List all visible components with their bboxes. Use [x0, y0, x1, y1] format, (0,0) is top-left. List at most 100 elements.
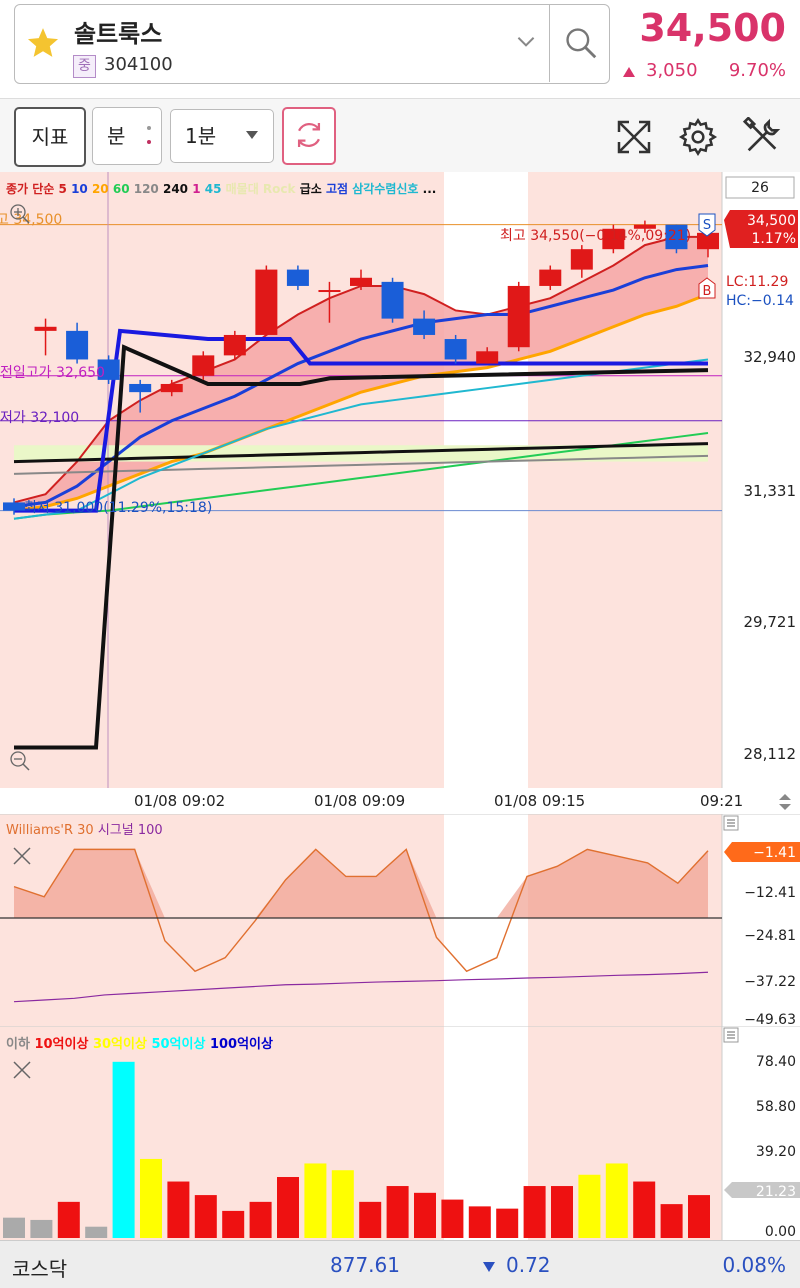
- interval-value: 1분: [185, 124, 217, 148]
- candle-body: [66, 330, 89, 360]
- legend-item: 50억이상: [151, 1036, 210, 1052]
- volume-bar: [605, 1163, 628, 1238]
- y-tick: 32,940: [744, 348, 797, 366]
- y-tick: 21.23: [756, 1184, 796, 1200]
- volume-bar: [277, 1177, 299, 1238]
- time-label: 01/08 09:15: [494, 792, 586, 810]
- time-axis: [0, 788, 800, 814]
- williams-r-legend: Williams'R 30 시그널 100: [6, 823, 163, 838]
- candle-body: [255, 269, 278, 335]
- more-dots-icon: [147, 126, 151, 146]
- candle-body: [539, 269, 562, 286]
- candle-body: [34, 326, 57, 331]
- zoom-out-icon[interactable]: [10, 751, 30, 771]
- up-triangle-icon: [623, 67, 635, 77]
- volume-panel[interactable]: 이하 10억이상 30억이상 50억이상 100억이상 78.40 58.80 …: [0, 1026, 800, 1240]
- williams-r-current-tag: [724, 842, 800, 862]
- legend-item: 10억이상: [34, 1036, 93, 1052]
- expand-icon[interactable]: [614, 117, 654, 157]
- favorite-star-icon[interactable]: [26, 26, 60, 60]
- y-tick: 39.20: [756, 1144, 796, 1160]
- index-name: 코스닥: [12, 1257, 68, 1281]
- legend-item: 30억이상: [93, 1036, 152, 1052]
- candle-body: [507, 285, 530, 348]
- interval-select[interactable]: 1분: [170, 109, 274, 163]
- min-label: 최저 31,000(11.29%,15:18): [24, 500, 212, 516]
- candle-body: [665, 224, 688, 250]
- price-change-percent: 9.70%: [728, 60, 786, 81]
- volume-legend: 이하 10억이상 30억이상 50억이상 100억이상: [6, 1036, 273, 1052]
- volume-bar: [441, 1199, 464, 1238]
- candle-body: [223, 334, 246, 356]
- volume-bar: [468, 1206, 491, 1238]
- legend-item: 급소: [300, 182, 326, 196]
- stock-name: 솔트룩스: [74, 20, 163, 48]
- time-label: 09:21: [700, 792, 744, 810]
- refresh-button[interactable]: [282, 107, 336, 165]
- chart-toolbar: 지표 분 1분: [0, 98, 800, 173]
- candle-body: [476, 351, 499, 364]
- price-chart[interactable]: 26 종가 단순 5 10 20 60 120 240 1 45 매물대 Roc…: [0, 172, 800, 788]
- y-tick: 78.40: [756, 1054, 796, 1070]
- candle-body: [602, 228, 625, 250]
- index-change: 0.72: [506, 1253, 551, 1277]
- williams-r-line: [13, 848, 709, 973]
- tools-icon[interactable]: [742, 117, 782, 157]
- y-tick: 58.80: [756, 1099, 796, 1115]
- legend-item: 120: [134, 182, 163, 196]
- stock-search-box[interactable]: [14, 4, 610, 84]
- williams-r-panel[interactable]: Williams'R 30 시그널 100 −1.41 −12.41 −24.8…: [0, 814, 800, 1026]
- candle-body: [318, 290, 341, 293]
- chevron-down-icon[interactable]: [513, 28, 539, 54]
- time-label: 01/08 09:09: [314, 792, 406, 810]
- high-point-line: [14, 328, 708, 513]
- count-box-frame: [725, 176, 795, 199]
- williams-r-area: [14, 849, 708, 918]
- close-icon[interactable]: [13, 847, 31, 865]
- legend-item: 240: [163, 182, 192, 196]
- volume-bar: [167, 1181, 190, 1238]
- hc-label: HC:−0.14: [726, 293, 794, 309]
- volume-bar: [30, 1219, 53, 1238]
- volume-bar: [633, 1181, 656, 1238]
- indicator-button[interactable]: 지표: [14, 107, 86, 167]
- search-button[interactable]: [549, 4, 610, 82]
- candle-body: [350, 277, 372, 286]
- candle-body: [413, 318, 436, 335]
- count-box: 26: [751, 180, 769, 196]
- close-icon[interactable]: [13, 1061, 31, 1079]
- zoom-in-icon[interactable]: [10, 204, 30, 224]
- legend-item: 5: [59, 182, 72, 196]
- legend-item: 종가 단순: [6, 181, 59, 196]
- candle-body: [633, 224, 656, 229]
- candle-body: [192, 355, 215, 376]
- volume-bar: [359, 1201, 382, 1238]
- refresh-icon: [297, 122, 321, 148]
- panel-menu-icon[interactable]: [723, 815, 739, 831]
- panel-menu-icon[interactable]: [723, 1027, 739, 1043]
- legend-item: 이하: [6, 1036, 34, 1052]
- volume-bar: [3, 1217, 25, 1238]
- volume-bar: [222, 1210, 245, 1238]
- legend-item: ...: [423, 182, 437, 196]
- period-label: 분: [107, 124, 126, 148]
- volume-bar: [249, 1201, 272, 1238]
- gear-icon[interactable]: [678, 117, 718, 157]
- market-index-bar[interactable]: 코스닥 877.61 0.72 0.08%: [0, 1240, 800, 1288]
- y-tick: 28,112: [744, 745, 797, 763]
- legend-item: 시그널 100: [98, 823, 163, 838]
- volume-bar: [578, 1174, 601, 1238]
- volume-bar: [688, 1195, 710, 1238]
- volume-bar: [194, 1195, 217, 1238]
- volume-bar: [414, 1192, 436, 1238]
- ma-cloud-area: [14, 236, 708, 511]
- down-triangle-icon: [483, 1262, 495, 1272]
- legend-item: 20: [92, 182, 113, 196]
- period-button[interactable]: 분: [92, 107, 162, 165]
- panel-resize-icon[interactable]: [777, 792, 793, 812]
- volume-bar: [331, 1170, 354, 1238]
- candle-body: [444, 339, 467, 360]
- chart-legend: 종가 단순 5 10 20 60 120 240 1 45 매물대 Rock 급…: [6, 181, 436, 196]
- ma-line-10: [13, 264, 709, 508]
- index-value: 877.61: [330, 1253, 400, 1277]
